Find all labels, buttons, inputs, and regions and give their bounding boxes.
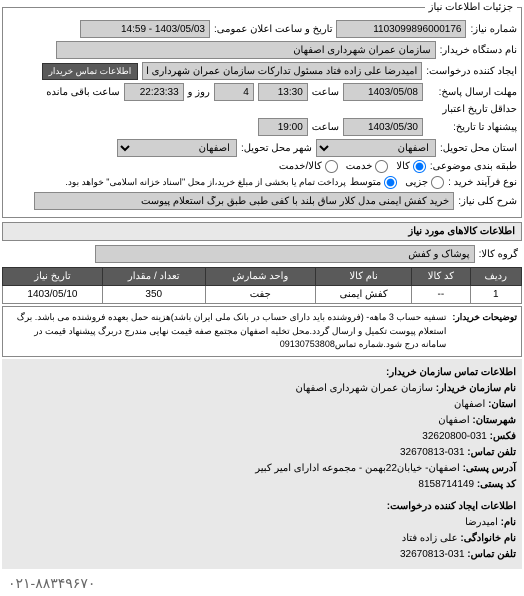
niaz-description-input[interactable] xyxy=(34,192,454,210)
purchase-partial-label[interactable]: جزیی xyxy=(405,176,444,189)
main-fieldset: جزئیات اطلاعات نیاز شماره نیاز: تاریخ و … xyxy=(2,2,522,218)
delivery-city-select[interactable]: اصفهان xyxy=(117,139,237,157)
buyer-notes-label: توضیحات خریدار: xyxy=(452,311,517,352)
budget-goods-label[interactable]: کالا xyxy=(396,160,426,173)
creator-contact-header: اطلاعات ایجاد کننده درخواست: xyxy=(387,501,516,512)
footer-phone: ۰۲۱-۸۸۳۴۹۶۷۰ xyxy=(0,571,524,596)
creator-family-label: نام خانوادگی: xyxy=(460,533,516,544)
province-label: استان: xyxy=(488,399,516,410)
goods-table: ردیف کد کالا نام کالا واحد شمارش تعداد /… xyxy=(2,267,522,304)
postal-address-value: اصفهان- خیابان22بهمن - مجموعه ادارای امی… xyxy=(255,463,460,474)
col-code: کد کالا xyxy=(412,268,470,286)
cell-code: -- xyxy=(412,286,470,304)
cell-row: 1 xyxy=(470,286,521,304)
table-row: 1 -- کفش ایمنی جفت 350 1403/05/10 xyxy=(3,286,522,304)
response-time-label: ساعت xyxy=(312,87,339,98)
fax-value: 031-32620800 xyxy=(422,431,487,442)
budget-goods-radio[interactable] xyxy=(413,160,426,173)
city-value: اصفهان xyxy=(438,415,469,426)
credit-deadline-label: حداقل تاریخ اعتبار xyxy=(427,104,517,115)
credit-deadline-date-label: پیشنهاد تا تاریخ: xyxy=(427,122,517,133)
purchase-radio-group: جزیی متوسط xyxy=(350,176,444,189)
purchase-medium-label[interactable]: متوسط xyxy=(350,176,397,189)
col-qty: تعداد / مقدار xyxy=(102,268,205,286)
creator-phone-label: تلفن تماس: xyxy=(467,549,516,560)
remaining-time-label: ساعت باقی مانده xyxy=(46,87,119,98)
cell-name: کفش ایمنی xyxy=(315,286,411,304)
announce-datetime-label: تاریخ و ساعت اعلان عمومی: xyxy=(214,24,333,35)
budget-service-radio[interactable] xyxy=(375,160,388,173)
announce-datetime-input[interactable] xyxy=(80,20,210,38)
postal-code-label: کد پستی: xyxy=(477,479,516,490)
province-value: اصفهان xyxy=(454,399,485,410)
credit-deadline-date[interactable] xyxy=(343,118,423,136)
buyer-device-input[interactable] xyxy=(56,41,436,59)
postal-address-label: آدرس پستی: xyxy=(463,463,516,474)
response-deadline-label: مهلت ارسال پاسخ: xyxy=(427,87,517,98)
col-unit: واحد شمارش xyxy=(205,268,315,286)
cell-date: 1403/05/10 xyxy=(3,286,103,304)
org-name: سازمان عمران شهرداری اصفهان xyxy=(296,383,433,394)
delivery-province-label: استان محل تحویل: xyxy=(440,143,517,154)
budget-service-label[interactable]: خدمت xyxy=(346,160,389,173)
request-creator-input[interactable] xyxy=(142,62,422,80)
credit-deadline-time[interactable] xyxy=(258,118,308,136)
buyer-contact-section: اطلاعات تماس سازمان خریدار: نام سازمان خ… xyxy=(2,359,522,569)
goods-group-label: گروه کالا: xyxy=(479,249,518,260)
budget-radio-group: کالا خدمت کالا/خدمت xyxy=(279,160,426,173)
fax-label: فکس: xyxy=(490,431,516,442)
main-legend: جزئیات اطلاعات نیاز xyxy=(425,2,517,13)
city-label: شهرستان: xyxy=(472,415,516,426)
creator-phone: 031-32670813 xyxy=(400,549,465,560)
niaz-number-input[interactable] xyxy=(336,20,466,38)
purchase-partial-radio[interactable] xyxy=(431,176,444,189)
niaz-number-label: شماره نیاز: xyxy=(470,24,517,35)
delivery-province-select[interactable]: اصفهان xyxy=(316,139,436,157)
goods-group-input[interactable] xyxy=(95,245,475,263)
phone-label: تلفن تماس: xyxy=(467,447,516,458)
postal-code-value: 8158714149 xyxy=(418,479,474,490)
creator-name-label: نام: xyxy=(501,517,516,528)
buyer-contact-header: اطلاعات تماس سازمان خریدار: xyxy=(386,367,516,378)
table-header-row: ردیف کد کالا نام کالا واحد شمارش تعداد /… xyxy=(3,268,522,286)
col-date: تاریخ نیاز xyxy=(3,268,103,286)
purchase-note: پرداخت تمام یا بخشی از مبلغ خرید،از محل … xyxy=(65,177,345,188)
response-deadline-time[interactable] xyxy=(258,83,308,101)
remaining-days-label: روز و xyxy=(188,87,210,98)
buyer-contact-button[interactable]: اطلاعات تماس خریدار xyxy=(42,63,139,80)
buyer-notes-box: توضیحات خریدار: تسفیه حساب 3 ماهه- (فروش… xyxy=(2,306,522,357)
cell-unit: جفت xyxy=(205,286,315,304)
col-row: ردیف xyxy=(470,268,521,286)
cell-qty: 350 xyxy=(102,286,205,304)
remaining-time[interactable] xyxy=(124,83,184,101)
delivery-city-label: شهر محل تحویل: xyxy=(241,143,312,154)
goods-section-header: اطلاعات کالاهای مورد نیاز xyxy=(2,222,522,241)
org-name-label: نام سازمان خریدار: xyxy=(436,383,516,394)
buyer-device-label: نام دستگاه خریدار: xyxy=(440,45,517,56)
request-creator-label: ایجاد کننده درخواست: xyxy=(426,66,517,77)
purchase-medium-radio[interactable] xyxy=(384,176,397,189)
niaz-description-label: شرح کلی نیاز: xyxy=(458,196,517,207)
credit-time-label: ساعت xyxy=(312,122,339,133)
creator-family: علی زاده فتاد xyxy=(402,533,458,544)
remaining-days[interactable] xyxy=(214,83,254,101)
buyer-notes-text: تسفیه حساب 3 ماهه- (فروشنده باید دارای ح… xyxy=(7,311,446,352)
col-name: نام کالا xyxy=(315,268,411,286)
budget-goodsservice-label[interactable]: کالا/خدمت xyxy=(279,160,338,173)
budget-category-label: طبقه بندی موضوعی: xyxy=(430,161,517,172)
budget-goodsservice-radio[interactable] xyxy=(325,160,338,173)
phone-value: 031-32670813 xyxy=(400,447,465,458)
response-deadline-date[interactable] xyxy=(343,83,423,101)
purchase-type-label: نوع فرآیند خرید : xyxy=(448,177,517,188)
creator-name: امیدرضا xyxy=(465,517,498,528)
